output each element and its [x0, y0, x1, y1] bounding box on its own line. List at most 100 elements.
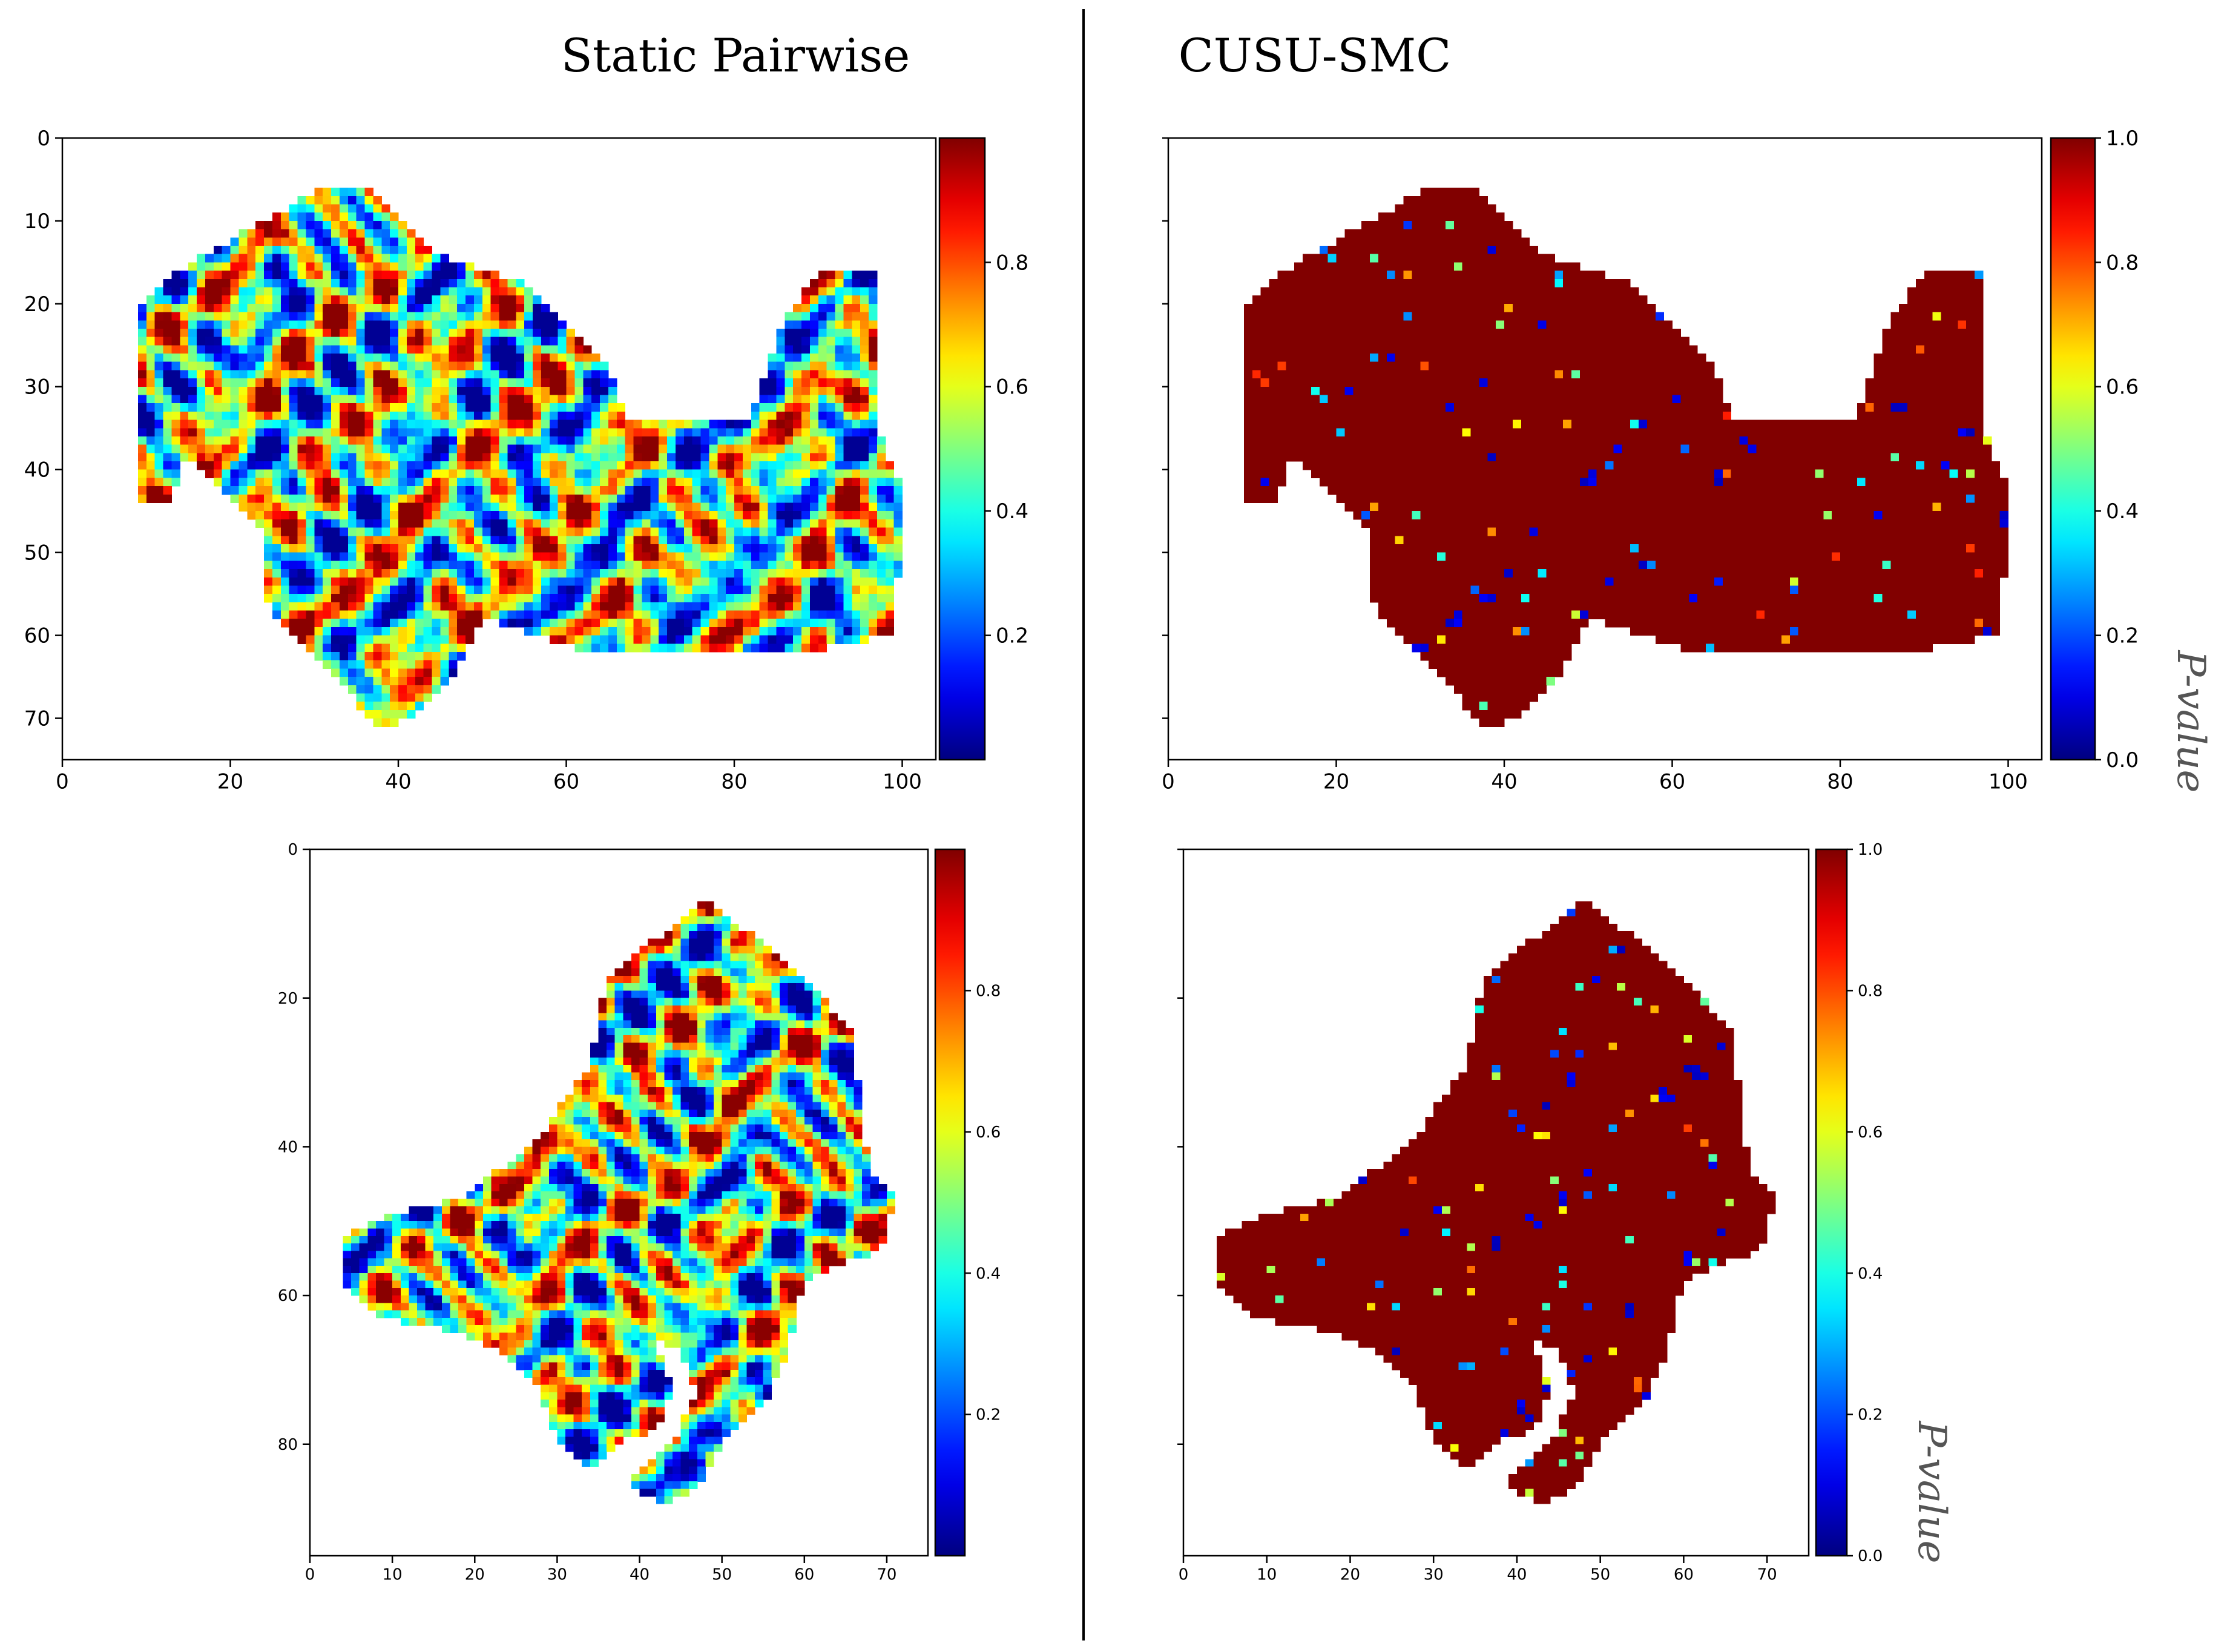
heatmap-cell [1924, 361, 1933, 371]
heatmap-cell [255, 361, 265, 371]
heatmap-cell [835, 552, 844, 561]
heatmap-cell [490, 569, 500, 578]
heatmap-cell [1260, 361, 1270, 371]
heatmap-cell [709, 619, 718, 628]
heatmap-cell [137, 478, 147, 487]
heatmap-cell [877, 544, 886, 553]
heatmap-cell [482, 544, 492, 553]
heatmap-cell [860, 312, 869, 321]
heatmap-cell [398, 411, 407, 421]
heatmap-cell [860, 619, 869, 628]
heatmap-cell [785, 536, 794, 545]
heatmap-cell [1915, 312, 1925, 321]
heatmap-cell [449, 536, 458, 545]
heatmap-cell [197, 303, 206, 313]
heatmap-cell [1479, 254, 1488, 263]
heatmap-cell [390, 702, 399, 711]
heatmap-cell [818, 271, 827, 280]
heatmap-cell [717, 569, 726, 578]
heatmap-cell [616, 552, 626, 561]
heatmap-cell [1361, 386, 1370, 396]
heatmap-cell [415, 453, 424, 462]
heatmap-cell [1327, 295, 1337, 304]
heatmap-cell [247, 254, 256, 263]
heatmap-cell [154, 494, 164, 504]
heatmap-cell [1504, 254, 1513, 263]
heatmap-cell [600, 511, 609, 520]
heatmap-cell [507, 511, 516, 520]
heatmap-cell [473, 361, 483, 371]
heatmap-cell [818, 395, 827, 404]
heatmap-cell [583, 486, 592, 495]
heatmap-cell [473, 378, 483, 387]
heatmap-cell [440, 602, 449, 611]
heatmap-cell [255, 386, 265, 396]
heatmap-cell [809, 428, 819, 437]
heatmap-cell [759, 536, 769, 545]
heatmap-cell [347, 337, 357, 346]
heatmap-cell [255, 436, 265, 446]
heatmap-cell [1412, 370, 1421, 379]
heatmap-cell [1941, 403, 1950, 412]
heatmap-cell [1319, 262, 1329, 271]
heatmap-cell [1453, 320, 1463, 329]
heatmap-cell [255, 246, 265, 255]
heatmap-cell [801, 420, 811, 429]
heatmap-cell [423, 420, 433, 429]
heatmap-cell [726, 444, 735, 453]
heatmap-cell [600, 527, 609, 536]
heatmap-cell [398, 668, 407, 677]
heatmap-cell [205, 337, 214, 346]
heatmap-cell [785, 354, 794, 363]
heatmap-cell [709, 544, 718, 553]
heatmap-cell [264, 229, 273, 238]
heatmap-cell [339, 444, 349, 453]
heatmap-cell [616, 635, 626, 644]
heatmap-cell [499, 502, 508, 512]
heatmap-cell [1344, 303, 1354, 313]
heatmap-cell [659, 461, 668, 470]
heatmap-cell [835, 403, 844, 412]
heatmap-cell [1361, 278, 1370, 288]
heatmap-cell [398, 627, 407, 636]
heatmap-cell [280, 420, 290, 429]
heatmap-cell [1680, 354, 1689, 363]
heatmap-cell [264, 337, 273, 346]
x-tick-label: 100 [883, 770, 922, 794]
heatmap-cell [1554, 345, 1564, 354]
heatmap-cell [297, 328, 306, 338]
heatmap-cell [600, 502, 609, 512]
heatmap-cell [893, 569, 903, 578]
heatmap-cell [1663, 320, 1673, 329]
heatmap-cell [499, 411, 508, 421]
heatmap-cell [533, 320, 542, 329]
heatmap-cell [146, 378, 156, 387]
heatmap-cell [1361, 378, 1370, 387]
heatmap-cell [541, 361, 550, 371]
heatmap-cell [398, 295, 407, 304]
heatmap-cell [264, 220, 273, 230]
heatmap-cell [297, 453, 306, 462]
heatmap-cell [163, 278, 172, 288]
heatmap-cell [356, 569, 366, 578]
heatmap-cell [1966, 278, 1975, 288]
heatmap-cell [1571, 378, 1581, 387]
heatmap-cell [390, 237, 399, 246]
heatmap-cell [289, 229, 298, 238]
heatmap-cell [1639, 303, 1648, 313]
heatmap-cell [1496, 229, 1505, 238]
heatmap-cell [339, 220, 349, 230]
heatmap-cell [1370, 337, 1379, 346]
heatmap-cell [860, 287, 869, 296]
heatmap-cell [482, 345, 492, 354]
heatmap-cell [1605, 411, 1614, 421]
heatmap-cell [709, 469, 718, 479]
heatmap-cell [1546, 337, 1555, 346]
heatmap-cell [683, 569, 693, 578]
heatmap-cell [717, 635, 726, 644]
heatmap-cell [490, 536, 500, 545]
heatmap-cell [272, 411, 281, 421]
heatmap-cell [415, 461, 424, 470]
heatmap-cell [1412, 254, 1421, 263]
heatmap-cell [1899, 395, 1908, 404]
